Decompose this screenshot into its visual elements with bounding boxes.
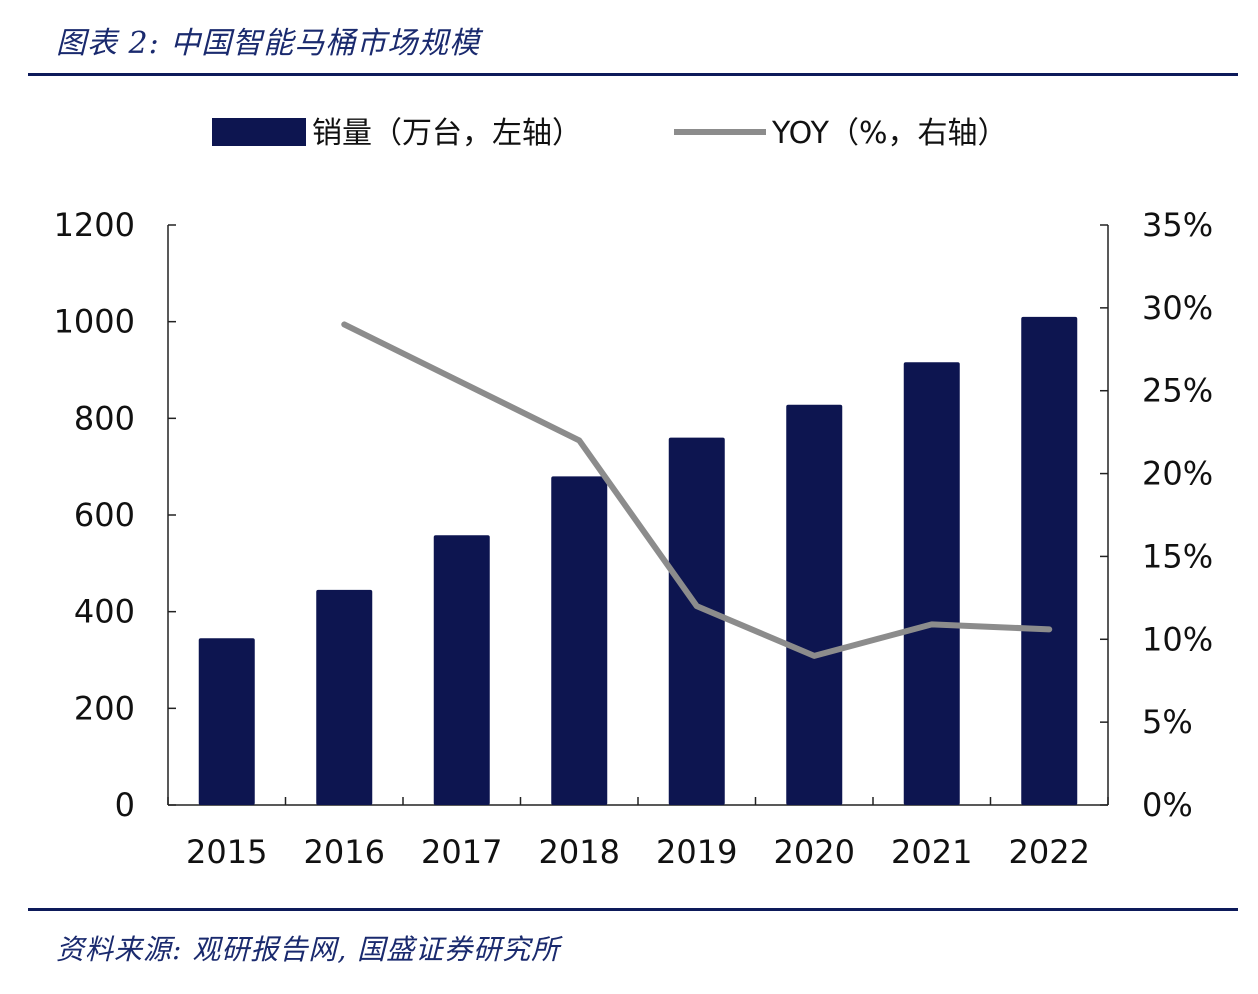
right-tick-label: 20%	[1142, 455, 1213, 493]
figure-source: 资料来源: 观研报告网, 国盛证券研究所	[56, 933, 561, 966]
bar	[316, 589, 373, 805]
yoy-line	[341, 321, 1053, 659]
bar	[198, 638, 255, 805]
x-tick-label: 2018	[539, 833, 620, 871]
x-tick-label: 2022	[1009, 833, 1090, 871]
right-tick-label: 10%	[1142, 620, 1213, 658]
left-tick-label: 400	[74, 593, 135, 631]
bottom-rule	[28, 908, 1238, 911]
bar	[668, 437, 725, 805]
bar	[433, 535, 490, 805]
legend-label-sales: 销量（万台，左轴）	[312, 116, 582, 151]
axes	[167, 224, 1109, 806]
right-tick-label: 0%	[1142, 786, 1193, 824]
bar	[903, 362, 960, 805]
legend-swatch-sales	[212, 118, 306, 146]
bar	[1021, 316, 1078, 805]
left-tick-label: 1000	[54, 303, 135, 341]
legend: 销量（万台，左轴） YOY（%，右轴）	[212, 116, 1008, 151]
left-tick-label: 0	[115, 786, 135, 824]
bars	[198, 316, 1078, 805]
left-tick-label: 200	[74, 689, 135, 727]
x-tick-label: 2017	[421, 833, 502, 871]
x-tick-label: 2015	[186, 833, 267, 871]
x-tick-label: 2020	[774, 833, 855, 871]
right-tick-label: 15%	[1142, 537, 1213, 575]
x-tick-label: 2021	[891, 833, 972, 871]
x-tick-label: 2016	[304, 833, 385, 871]
bar	[551, 476, 608, 805]
x-tick-label: 2019	[656, 833, 737, 871]
figure-title: 图表 2: 中国智能马桶市场规模	[56, 26, 481, 61]
left-tick-label: 800	[74, 399, 135, 437]
right-tick-label: 25%	[1142, 372, 1213, 410]
legend-label-yoy: YOY（%，右轴）	[771, 116, 1008, 151]
right-tick-label: 35%	[1142, 206, 1213, 244]
tick-labels: 0 200 400 600 800 1000 1200 0% 5% 10% 15% 20% 25% 30%…	[54, 206, 1214, 871]
left-tick-label: 1200	[54, 206, 135, 244]
left-tick-label: 600	[74, 496, 135, 534]
right-tick-label: 30%	[1142, 289, 1213, 327]
bar	[786, 404, 843, 805]
top-rule	[28, 73, 1238, 76]
right-tick-label: 5%	[1142, 703, 1193, 741]
